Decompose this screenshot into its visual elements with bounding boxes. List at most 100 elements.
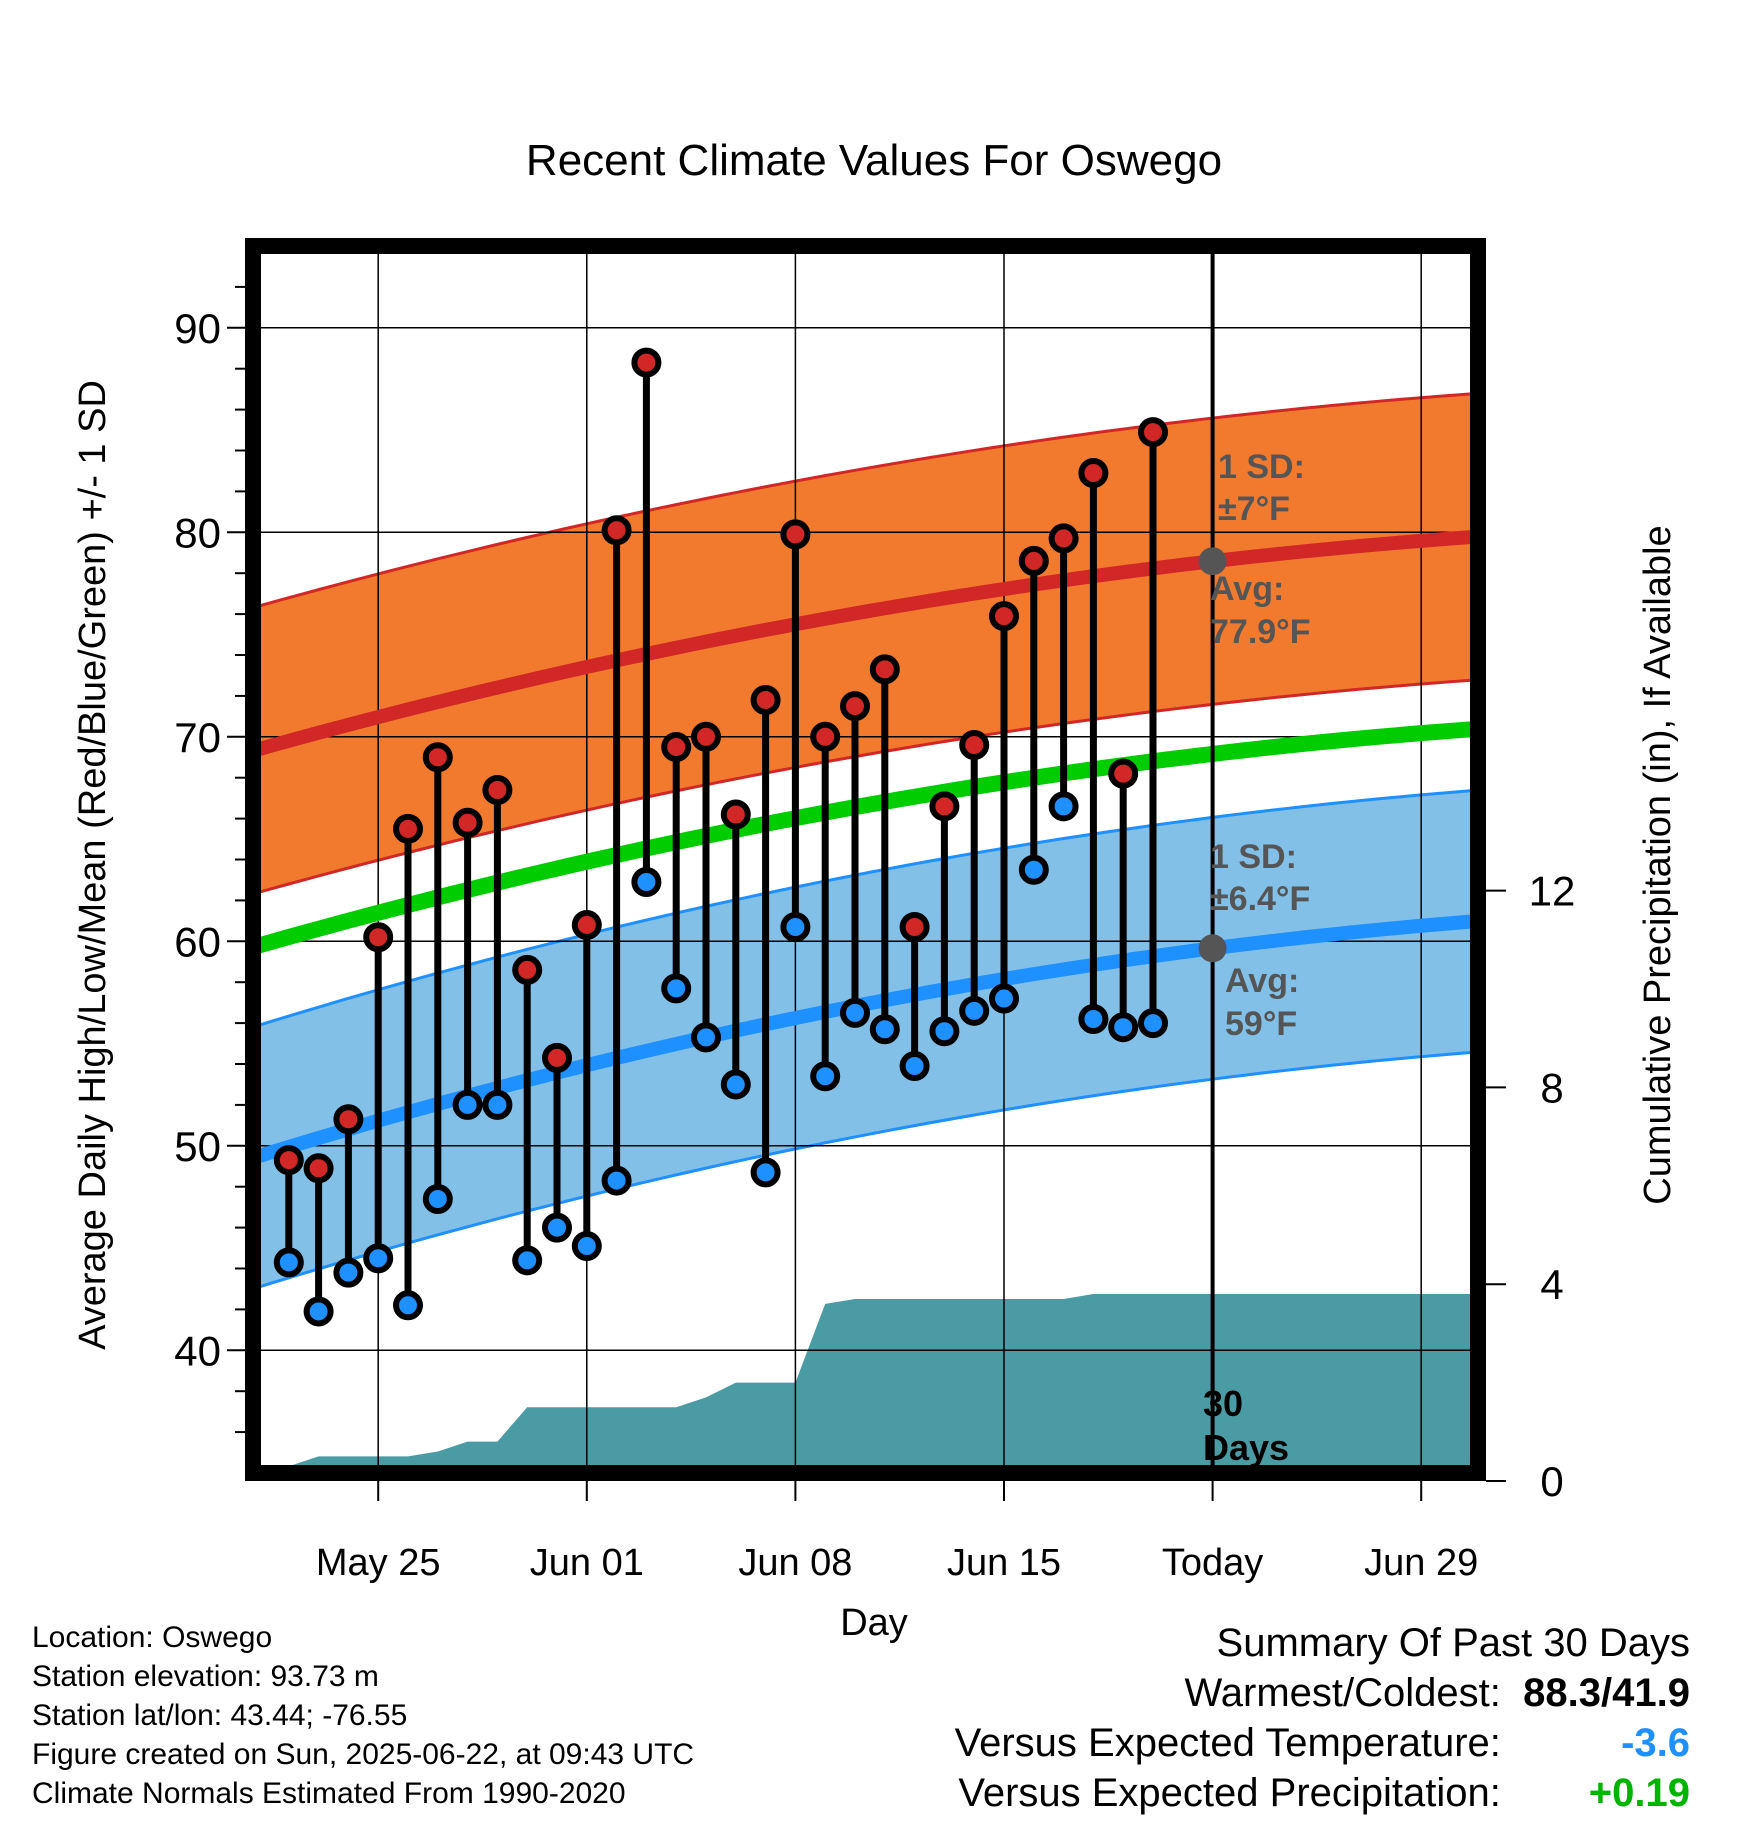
warmest-label: Warmest/Coldest: — [1184, 1671, 1501, 1715]
station-info: Location: Oswego Station elevation: 93.7… — [32, 1618, 694, 1813]
low-avg-value: 59°F — [1225, 1005, 1297, 1043]
daily-high-point — [869, 654, 900, 685]
daily-low-point — [899, 1051, 930, 1082]
daily-low-point — [750, 1157, 781, 1188]
y2-tick-label: 12 — [1529, 868, 1576, 915]
high-sd-label: 1 SD: — [1218, 448, 1305, 486]
summary-title: Summary Of Past 30 Days — [1216, 1621, 1690, 1665]
x-tick-label: May 25 — [316, 1542, 441, 1584]
x-tick-label: Jun 08 — [738, 1542, 852, 1584]
daily-low-point — [542, 1212, 572, 1243]
low-sd-value: ±6.4°F — [1210, 880, 1310, 918]
y-tick-label: 90 — [174, 305, 221, 352]
normals-text: Climate Normals Estimated From 1990-2020 — [32, 1777, 626, 1810]
daily-low-point — [810, 1061, 841, 1092]
y-tick-label: 80 — [174, 509, 221, 556]
plot-frame — [245, 238, 1486, 1481]
daily-low-point — [929, 1016, 960, 1047]
latlon-text: Station lat/lon: 43.44; -76.55 — [32, 1699, 408, 1732]
y-tick-label: 40 — [174, 1327, 221, 1374]
daily-low-point — [959, 995, 990, 1026]
y-tick-label: 50 — [174, 1123, 221, 1170]
today-high-avg-marker — [1198, 547, 1227, 576]
daily-high-point — [422, 742, 453, 773]
daily-low-point — [303, 1296, 334, 1327]
daily-high-point — [1078, 457, 1109, 488]
daily-high-point — [631, 347, 662, 378]
daily-low-point — [363, 1243, 394, 1274]
daily-low-point — [273, 1247, 304, 1278]
daily-low-point — [661, 973, 692, 1004]
summary-panel: Summary Of Past 30 Days Warmest/Coldest:… — [955, 1618, 1690, 1818]
high-avg-label: Avg: — [1210, 570, 1284, 608]
daily-high-point — [959, 729, 990, 760]
daily-low-point — [452, 1089, 483, 1120]
daily-high-point — [1138, 417, 1168, 448]
y2-tick-label: 8 — [1540, 1064, 1563, 1111]
y-tick-label: 60 — [174, 918, 221, 965]
daily-low-point — [393, 1290, 423, 1321]
summary-precip-row: Versus Expected Precipitation: +0.19 — [955, 1768, 1690, 1818]
today-label-number: 30 — [1203, 1383, 1243, 1424]
x-tick-label: Today — [1162, 1542, 1263, 1584]
daily-high-point — [452, 807, 483, 838]
daily-high-point — [363, 922, 394, 953]
high-sd-value: ±7°F — [1218, 490, 1290, 528]
daily-low-point — [1018, 854, 1049, 885]
daily-low-point — [631, 866, 662, 897]
low-sd-upper-line — [258, 788, 1478, 1027]
y-axis-label: Average Daily High/Low/Mean (Red/Blue/Gr… — [72, 380, 114, 1350]
daily-high-point — [542, 1042, 572, 1073]
low-sd-label: 1 SD: — [1210, 838, 1297, 876]
daily-low-point — [1078, 1004, 1109, 1035]
temp-diff-label: Versus Expected Temperature: — [954, 1721, 1501, 1765]
high-sd-band — [259, 393, 1478, 893]
daily-low-point — [571, 1231, 602, 1262]
daily-high-point — [1018, 545, 1049, 576]
temp-diff-value: -3.6 — [1621, 1721, 1690, 1765]
x-axis-label: Day — [840, 1602, 908, 1644]
low-sd-lower-line — [258, 1050, 1478, 1289]
daily-low-point — [691, 1022, 721, 1053]
daily-low-point — [840, 997, 870, 1028]
today-label-unit: Days — [1203, 1427, 1289, 1468]
plot-area: 1 SD: ±7°F Avg: 77.9°F 1 SD: ±6.4°F Avg: 59°F 30… — [253, 246, 1478, 1473]
daily-low-point — [720, 1069, 751, 1100]
daily-high-point — [989, 601, 1019, 632]
plot-content: 1 SD: ±7°F Avg: 77.9°F 1 SD: ±6.4°F Avg: 59°F 30… — [253, 246, 1478, 1473]
daily-low-point — [1138, 1008, 1168, 1039]
high-sd-upper-line — [258, 391, 1478, 608]
daily-low-point — [422, 1183, 453, 1214]
warmest-value: 88.3/41.9 — [1523, 1671, 1690, 1715]
high-avg-value: 77.9°F — [1210, 613, 1311, 651]
daily-high-point — [601, 515, 632, 546]
daily-low-point — [1108, 1012, 1139, 1043]
summary-warmest-row: Warmest/Coldest: 88.3/41.9 — [955, 1668, 1691, 1718]
normal-high-line — [257, 529, 1478, 756]
y2-axis-label: Cumulative Precipitation (in), If Availa… — [1637, 525, 1679, 1204]
daily-low-point — [989, 983, 1019, 1014]
y2-tick-label: 0 — [1540, 1458, 1563, 1505]
precip-diff-value: +0.19 — [1588, 1771, 1690, 1815]
daily-low-point — [1048, 791, 1079, 822]
daily-high-point — [929, 791, 960, 822]
cumulative-precip-area — [275, 1294, 1478, 1473]
high-sd-lower-line — [258, 678, 1478, 894]
daily-high-point — [661, 732, 692, 763]
daily-high-point — [303, 1153, 334, 1184]
daily-high-point — [512, 954, 543, 985]
daily-low-point — [780, 911, 811, 942]
summary-temp-row: Versus Expected Temperature: -3.6 — [955, 1718, 1690, 1768]
daily-low-point — [482, 1089, 513, 1120]
x-tick-label: Jun 01 — [530, 1542, 644, 1584]
y2-tick-label: 4 — [1540, 1261, 1563, 1308]
daily-high-point — [810, 721, 841, 752]
normal-mean-line — [256, 720, 1478, 954]
daily-low-point — [601, 1165, 632, 1196]
daily-high-point — [691, 721, 721, 752]
daily-high-point — [1048, 523, 1079, 554]
created-text: Figure created on Sun, 2025-06-22, at 09… — [32, 1738, 695, 1771]
daily-high-point — [840, 691, 870, 722]
precip-diff-label: Versus Expected Precipitation: — [958, 1771, 1501, 1815]
